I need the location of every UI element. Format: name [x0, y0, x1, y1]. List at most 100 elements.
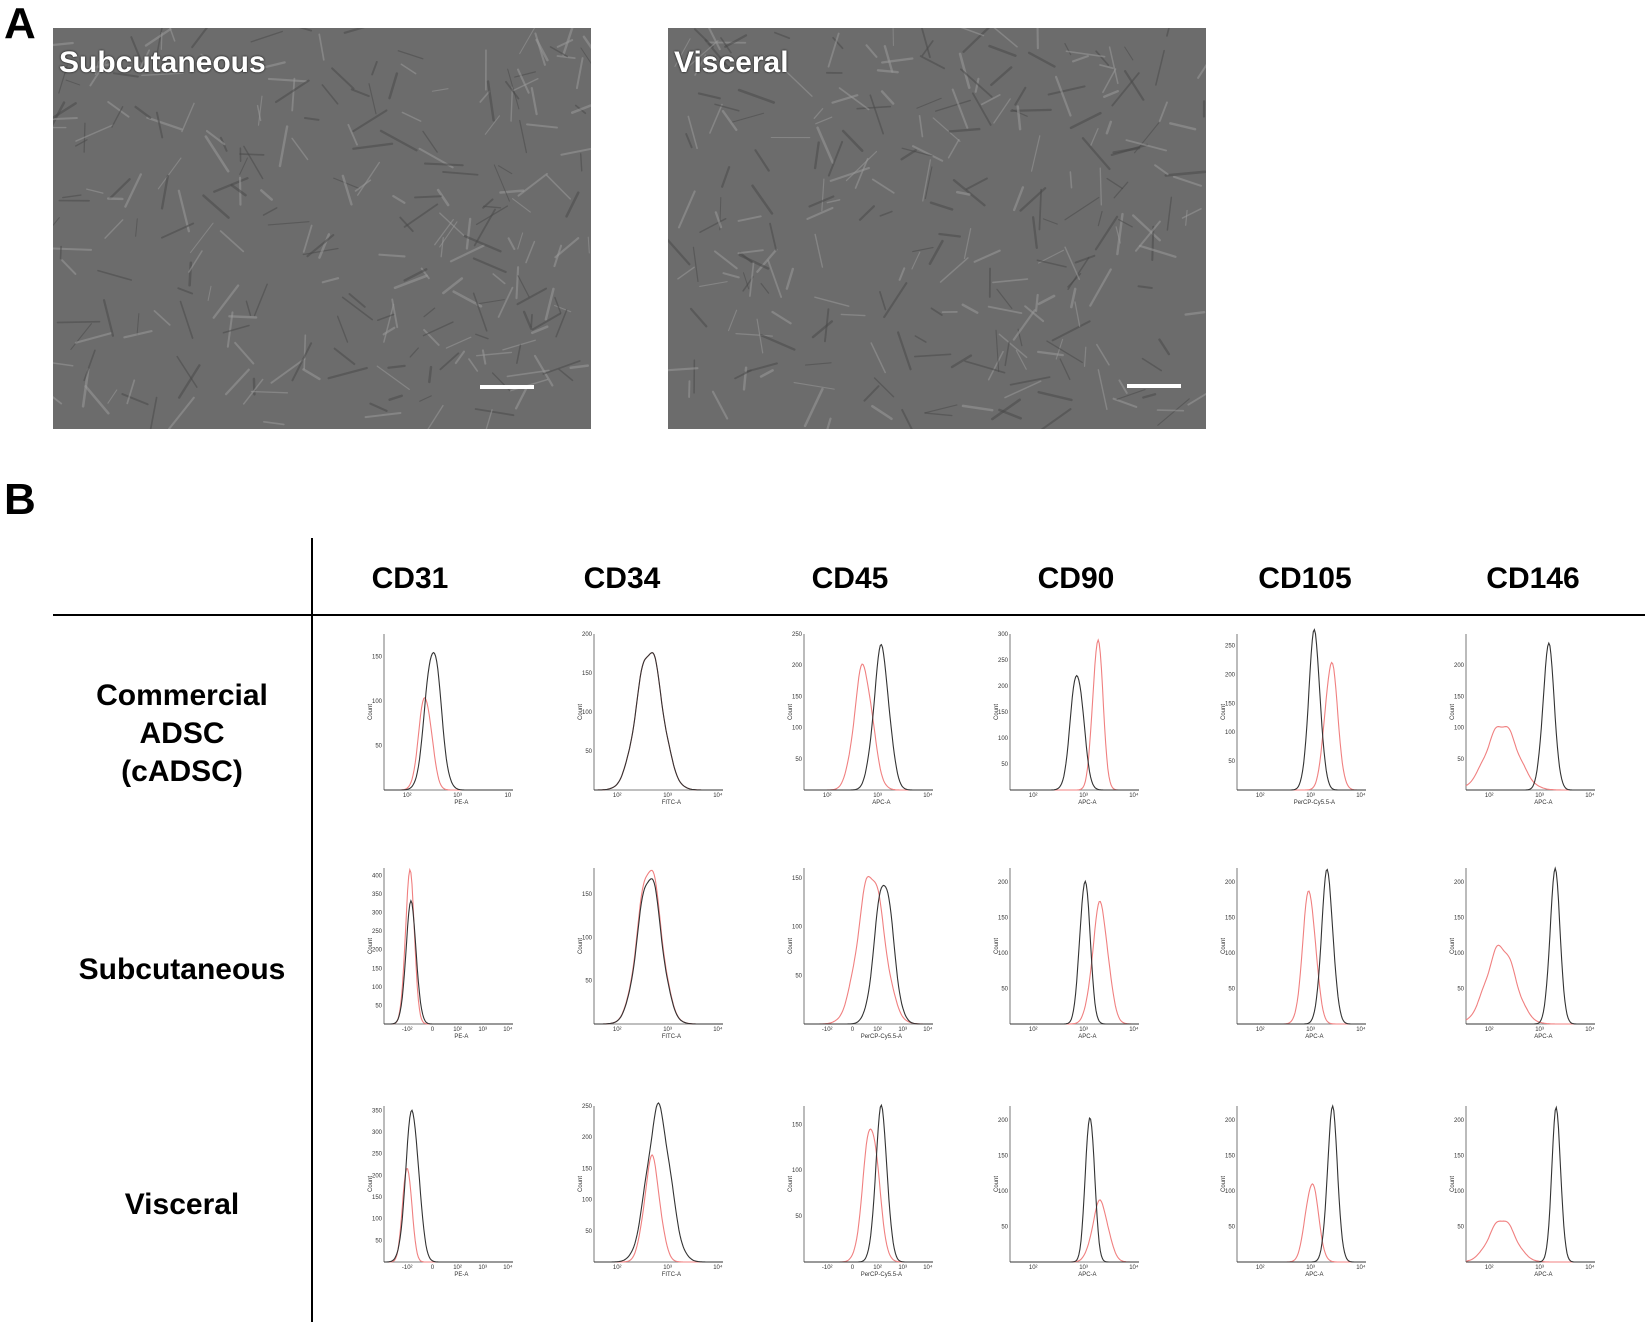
histogram-black-curve: [594, 651, 723, 791]
cell-streak: [492, 273, 506, 285]
histogram-cd31-row3: Count 50 100 150 200 250 300 350 -10² 0 10² 10³ 10⁴ P…: [368, 1106, 513, 1278]
cell-streak: [257, 95, 263, 126]
histogram-cd45-row3: Count 50 100 150 -10² 0 10² 10³ 10⁴ PerCP-Cy5.5-A: [788, 1103, 933, 1278]
cell-streak: [423, 307, 436, 318]
cell-streak: [414, 195, 442, 199]
y-tick-label: 200: [1225, 672, 1236, 678]
histogram-cd90-row3: Count 50 100 150 200 10² 10³ 10⁴ APC-A: [994, 1106, 1139, 1278]
cell-streak: [971, 92, 992, 126]
cell-streak: [1181, 208, 1202, 219]
cell-streak: [250, 390, 289, 394]
y-tick-label: 250: [1225, 644, 1236, 650]
x-tick-label: 10²: [1029, 1265, 1038, 1271]
cell-streak: [553, 244, 563, 268]
cell-streak: [956, 190, 971, 196]
y-axis-label: Count: [1450, 704, 1456, 720]
x-tick-label: 10⁴: [713, 792, 723, 799]
cell-streak: [333, 347, 356, 366]
cell-streak: [1166, 28, 1170, 37]
cell-streak: [826, 199, 841, 204]
x-tick-label: 10²: [453, 1027, 462, 1033]
cell-streak: [463, 235, 502, 253]
cell-streak: [963, 228, 972, 260]
cell-streak: [973, 249, 1001, 263]
x-tick-label: 10³: [1306, 1027, 1315, 1033]
y-axis-label: Count: [788, 704, 794, 720]
cell-streak: [737, 215, 762, 222]
cell-streak: [1157, 398, 1190, 426]
y-axis-label: Count: [788, 938, 794, 954]
y-tick-label: 200: [998, 880, 1009, 886]
cell-streak: [1111, 72, 1140, 107]
cell-streak: [1037, 350, 1064, 357]
y-tick-label: 50: [1457, 987, 1464, 993]
cell-streak: [230, 183, 247, 197]
cell-streak: [1038, 188, 1043, 231]
cell-streak: [202, 194, 230, 219]
x-tick-label: 10⁴: [1585, 792, 1595, 799]
cell-streak: [544, 287, 555, 321]
cell-streak: [1118, 379, 1128, 394]
histogram-cd45-row1: Count 50 100 150 200 250 10² 10³ 10⁴ APC-A: [788, 632, 933, 806]
y-tick-label: 50: [1228, 987, 1235, 993]
cell-streak: [493, 164, 510, 202]
cell-streak: [89, 56, 110, 87]
y-tick-label: 50: [795, 757, 802, 763]
x-tick-label: 10⁴: [503, 1026, 513, 1033]
x-axis-label: FITC-A: [662, 800, 681, 806]
cell-streak: [53, 116, 78, 121]
cell-streak: [692, 246, 699, 283]
cell-streak: [61, 259, 77, 275]
cell-streak: [845, 150, 878, 182]
histogram-cd146-row1: Count 50 100 150 200 10² 10³ 10⁴ APC-A: [1450, 634, 1595, 806]
x-tick-label: 10³: [1306, 793, 1315, 799]
y-tick-label: 200: [372, 1173, 383, 1179]
cell-streak: [357, 161, 380, 196]
cell-streak: [1132, 214, 1161, 242]
cell-streak: [245, 300, 252, 317]
cell-streak: [472, 292, 488, 332]
histogram-cd146-row3: Count 50 100 150 200 10² 10³ 10⁴ APC-A: [1450, 1105, 1595, 1278]
cell-streak: [554, 296, 562, 314]
y-tick-label: 150: [1454, 916, 1465, 922]
cell-streak: [59, 245, 62, 260]
cell-streak: [565, 191, 580, 218]
cell-streak: [141, 72, 184, 77]
cell-streak: [354, 179, 372, 192]
y-tick-label: 50: [1001, 987, 1008, 993]
cell-streak: [267, 77, 307, 83]
x-tick-label: 10³: [663, 1265, 672, 1271]
y-axis-label: Count: [994, 1176, 1000, 1192]
y-axis-label: Count: [1450, 1176, 1456, 1192]
cell-streak: [1069, 111, 1102, 130]
cell-streak: [291, 137, 309, 161]
cell-streak: [713, 250, 738, 270]
cell-streak: [400, 63, 417, 75]
x-tick-label: 10³: [1079, 1265, 1088, 1271]
cell-streak: [838, 87, 870, 111]
x-tick-label: 0: [431, 1265, 435, 1271]
cell-streak: [1012, 309, 1036, 341]
cell-streak: [950, 354, 973, 369]
cell-streak: [1125, 139, 1167, 152]
y-tick-label: 100: [582, 710, 593, 716]
x-tick-label: 10³: [1306, 1265, 1315, 1271]
cell-streak: [991, 398, 1021, 421]
micrograph-texture: [668, 28, 1206, 429]
y-axis-label: Count: [994, 938, 1000, 954]
row-header-cadsc: Commercial ADSC (cADSC): [52, 677, 312, 791]
cell-streak: [964, 360, 1006, 374]
cell-streak: [560, 147, 591, 156]
cell-streak: [1115, 226, 1121, 244]
cell-streak: [516, 287, 548, 306]
cell-streak: [1016, 105, 1022, 131]
y-tick-label: 200: [582, 632, 593, 638]
cell-streak: [399, 216, 414, 233]
row-header-line: Commercial: [96, 679, 268, 712]
cell-streak: [341, 296, 374, 321]
cell-streak: [262, 207, 278, 216]
cell-streak: [803, 387, 824, 428]
histogram-black-curve: [1237, 868, 1366, 1025]
cell-streak: [149, 396, 158, 429]
cell-streak: [699, 281, 728, 287]
